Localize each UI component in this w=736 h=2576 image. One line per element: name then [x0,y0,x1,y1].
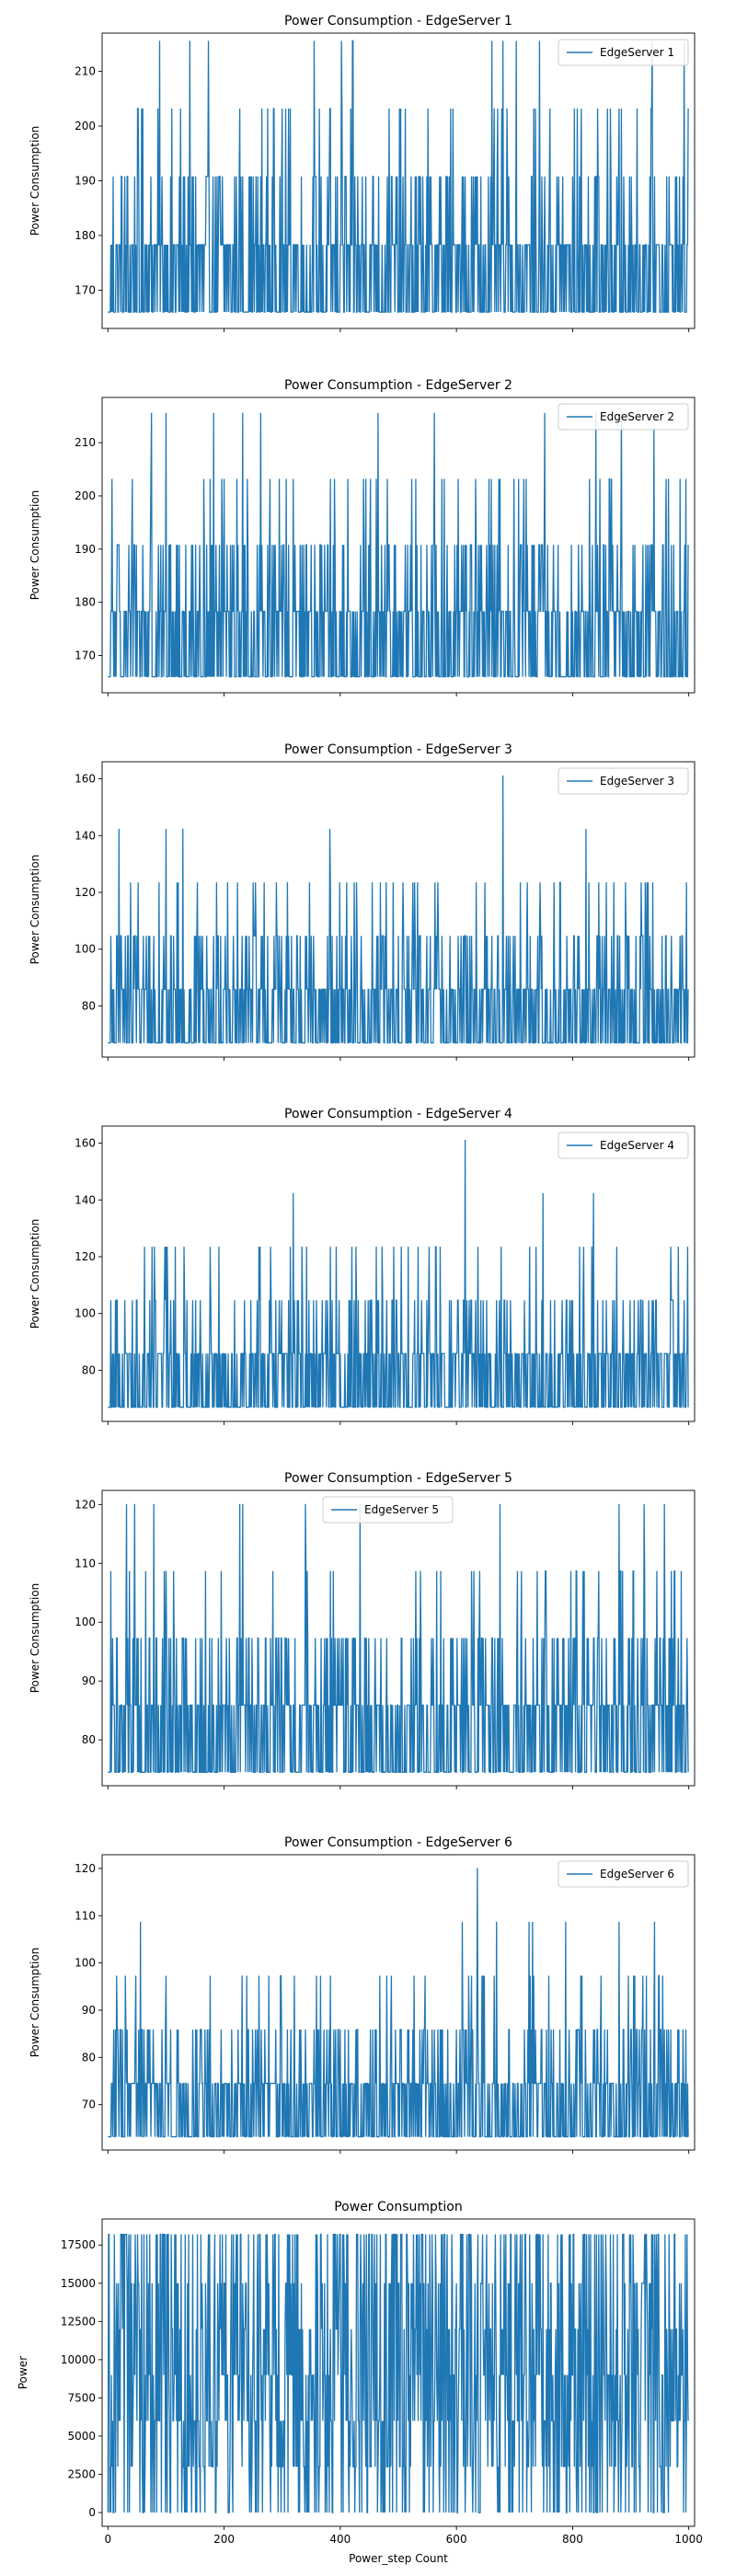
legend-label: EdgeServer 5 [364,1503,439,1516]
y-axis-label: Power Consumption [29,1219,41,1329]
legend: EdgeServer 6 [558,1860,689,1888]
y-tick-label: 190 [75,175,96,188]
y-tick-label: 15000 [61,2277,96,2290]
y-tick-label: 5000 [67,2430,96,2443]
x-axis-label: Power_step Count [349,2552,448,2565]
y-tick-label: 120 [75,886,96,899]
y-axis-label: Power [17,2356,29,2389]
y-tick-label: 100 [75,1307,96,1320]
x-tick-label: 0 [104,2533,111,2546]
legend-box [558,39,689,66]
legend-box [558,767,689,795]
y-tick-label: 90 [82,1674,96,1687]
legend-label: EdgeServer 3 [600,775,674,788]
y-tick-label: 140 [75,1193,96,1206]
y-tick-label: 140 [75,829,96,842]
y-tick-label: 160 [75,1137,96,1150]
chart-title: Power Consumption - EdgeServer 4 [284,1107,512,1121]
y-tick-label: 80 [82,2051,96,2064]
chart-title: Power Consumption - EdgeServer 6 [284,1835,512,1850]
y-tick-label: 210 [75,436,96,449]
y-tick-label: 80 [82,1733,96,1746]
plot-frame [101,761,696,1058]
y-tick-label: 120 [75,1250,96,1263]
chart-panel-4: Power Consumption - EdgeServer 4 Power Co… [29,1107,696,1425]
y-tick-label: 17500 [61,2238,96,2251]
y-tick-label: 160 [75,773,96,786]
chart-title: Power Consumption [334,2200,463,2214]
series-line [108,775,689,1044]
y-tick-label: 12500 [61,2315,96,2328]
y-tick-label: 80 [82,1363,96,1376]
x-tick-label: 600 [446,2533,467,2546]
y-axis-label: Power Consumption [29,490,41,601]
series-line [108,412,689,678]
y-axis-label: Power Consumption [29,855,41,965]
plot-frame [101,1125,696,1422]
legend-label: EdgeServer 1 [600,46,674,59]
y-tick-label: 7500 [67,2391,96,2404]
y-axis-label: Power Consumption [29,1948,41,2058]
chart-panel-6: Power Consumption - EdgeServer 6 Power Co… [29,1835,696,2154]
legend: EdgeServer 2 [558,403,689,431]
legend-box [558,403,689,431]
y-tick-label: 190 [75,543,96,556]
y-tick-label: 210 [75,65,96,78]
y-tick-label: 170 [75,283,96,296]
y-tick-label: 100 [75,943,96,956]
chart-title: Power Consumption - EdgeServer 2 [284,378,512,393]
y-tick-label: 70 [82,2099,96,2111]
x-tick-label: 400 [329,2533,351,2546]
legend-label: EdgeServer 6 [600,1868,674,1880]
y-tick-label: 180 [75,229,96,242]
legend: EdgeServer 1 [558,39,689,66]
series-line [108,1868,689,2138]
chart-title: Power Consumption - EdgeServer 3 [284,742,512,757]
legend-box [322,1496,454,1524]
legend: EdgeServer 5 [322,1496,454,1524]
y-tick-label: 0 [88,2506,96,2519]
chart-title: Power Consumption - EdgeServer 5 [284,1471,512,1486]
legend-label: EdgeServer 4 [600,1139,674,1152]
legend: EdgeServer 3 [558,767,689,795]
series-line [108,40,689,313]
chart-title: Power Consumption - EdgeServer 1 [284,14,512,29]
chart-panel-2: Power Consumption - EdgeServer 2 Power Co… [29,378,696,696]
y-tick-label: 180 [75,596,96,609]
chart-panel-7: Power Consumption Power Power_step Count 0 2… [17,2200,703,2565]
x-tick-label: 1000 [674,2533,703,2546]
legend-box [558,1132,689,1159]
y-tick-label: 170 [75,650,96,662]
plot-frame [101,1854,696,2151]
y-tick-label: 200 [75,489,96,502]
y-tick-label: 120 [75,1498,96,1511]
legend-box [558,1860,689,1888]
legend: EdgeServer 4 [558,1132,689,1159]
y-tick-label: 100 [75,1616,96,1628]
y-tick-label: 2500 [67,2468,96,2481]
y-tick-label: 110 [75,1909,96,1922]
y-tick-label: 100 [75,1957,96,1970]
plot-frame [101,397,696,694]
series-line [108,1503,689,1773]
chart-panel-5: Power Consumption - EdgeServer 5 Power Co… [29,1471,696,1789]
series-line [107,2233,689,2513]
y-tick-label: 90 [82,2004,96,2017]
y-tick-label: 120 [75,1862,96,1875]
legend-label: EdgeServer 2 [600,410,674,423]
y-axis-label: Power Consumption [29,1583,41,1694]
plot-frame [101,2218,696,2527]
chart-panel-3: Power Consumption - EdgeServer 3 Power Co… [29,742,696,1061]
y-tick-label: 200 [75,120,96,132]
x-tick-label: 800 [562,2533,583,2546]
chart-panel-1: Power Consumption - EdgeServer 1 Power Co… [29,14,696,332]
y-axis-label: Power Consumption [29,126,41,236]
series-line [108,1139,689,1409]
y-tick-label: 110 [75,1557,96,1570]
y-tick-label: 10000 [61,2353,96,2366]
plot-frame [101,1489,696,1787]
y-tick-label: 80 [82,999,96,1012]
x-tick-label: 200 [213,2533,235,2546]
